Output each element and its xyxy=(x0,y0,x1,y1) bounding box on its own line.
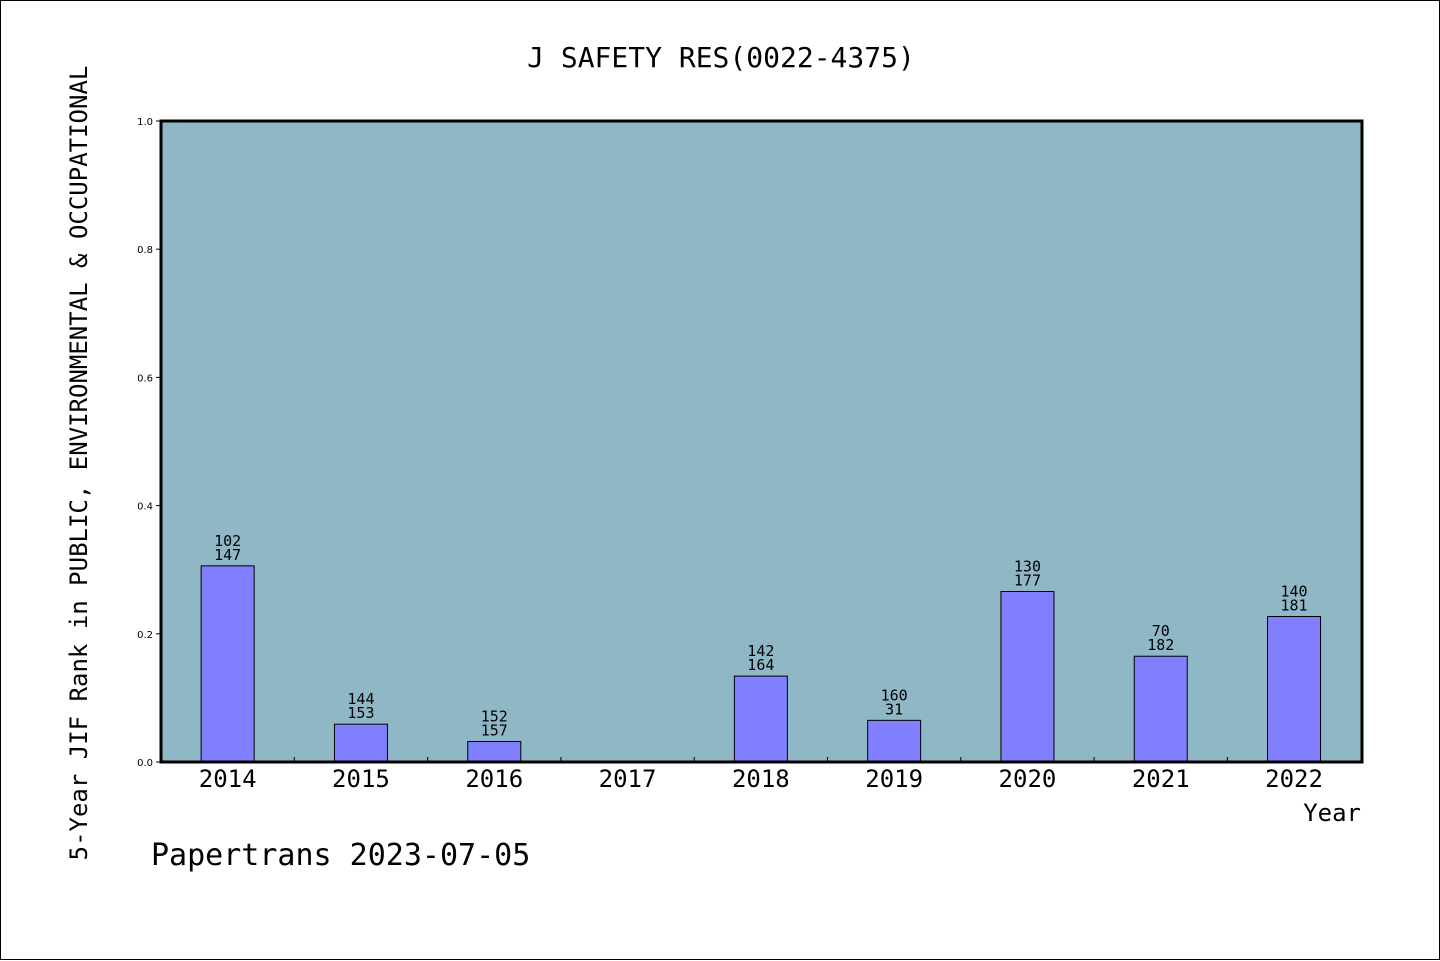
bar-label-top: 70 xyxy=(1152,622,1170,640)
bars-layer xyxy=(200,565,1322,763)
bar-2018 xyxy=(733,675,788,763)
bar-label-bottom: 181 xyxy=(1281,596,1308,614)
x-tick-label: 2015 xyxy=(332,765,390,793)
bar-label-bottom: 182 xyxy=(1147,636,1174,654)
y-axis-label: 5-Year JIF Rank in PUBLIC, ENVIRONMENTAL… xyxy=(65,66,93,861)
footer-credit: Papertrans 2023-07-05 xyxy=(151,838,530,873)
bar-label-bottom: 147 xyxy=(214,546,241,564)
bar-2016 xyxy=(467,740,522,763)
plot-border xyxy=(159,119,1364,764)
bar-label-bottom: 164 xyxy=(747,656,774,674)
bar-label-top: 130 xyxy=(1014,557,1041,575)
plot-area xyxy=(161,121,1362,762)
x-tick-label: 2016 xyxy=(465,765,523,793)
x-axis-label: Year xyxy=(1303,799,1361,827)
bar-label-top: 140 xyxy=(1281,582,1308,600)
x-tick-label: 2020 xyxy=(999,765,1057,793)
bar-2014 xyxy=(200,565,255,763)
x-tick-label: 2019 xyxy=(865,765,923,793)
x-tick-label: 2018 xyxy=(732,765,790,793)
y-tick-label: 0.6 xyxy=(137,373,153,384)
y-tick-label: 1.0 xyxy=(137,117,153,128)
x-tick-label: 2021 xyxy=(1132,765,1190,793)
x-tick-label: 2017 xyxy=(599,765,657,793)
y-tick-label: 0.4 xyxy=(137,502,153,513)
bar-2022 xyxy=(1267,615,1322,763)
x-axis: 2014 2015 2016 2017 2018 2019 2020 2021 2022 xyxy=(199,757,1323,793)
bar-label-bottom: 153 xyxy=(347,704,374,722)
bar-label-top: 160 xyxy=(881,686,908,704)
bar-2020 xyxy=(1000,590,1055,763)
bar-label-top: 102 xyxy=(214,532,241,550)
bar-label-bottom: 177 xyxy=(1014,571,1041,589)
y-axis: 0.0 0.2 0.4 0.6 0.8 1.0 xyxy=(137,117,161,769)
y-tick-label: 0.2 xyxy=(137,630,153,641)
bar-2015 xyxy=(333,723,388,763)
y-tick-label: 0.8 xyxy=(137,245,153,256)
bar-2021 xyxy=(1133,655,1188,763)
x-tick-label: 2014 xyxy=(199,765,257,793)
bar-label-top: 152 xyxy=(481,707,508,725)
y-tick-label: 0.0 xyxy=(137,758,153,769)
bar-label-top: 144 xyxy=(347,690,374,708)
chart-title: J SAFETY RES(0022-4375) xyxy=(527,41,915,74)
bar-2019 xyxy=(867,719,922,763)
bar-label-top: 142 xyxy=(747,642,774,660)
bar-label-bottom: 31 xyxy=(885,700,903,718)
bar-label-bottom: 157 xyxy=(481,721,508,739)
x-tick-label: 2022 xyxy=(1265,765,1323,793)
